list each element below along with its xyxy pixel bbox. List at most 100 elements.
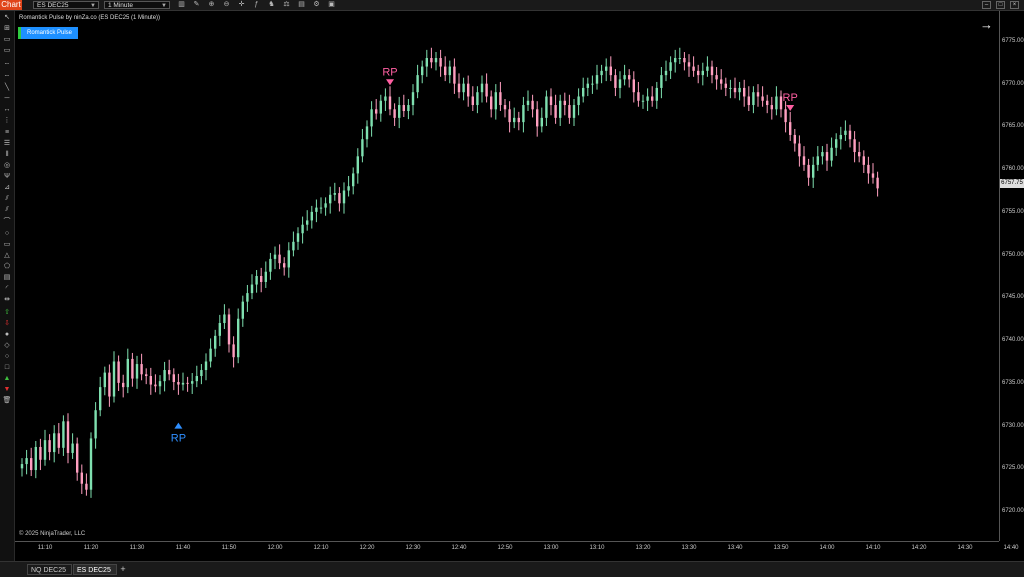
candle-down <box>131 358 134 379</box>
candle-up <box>112 361 116 397</box>
candle-down <box>186 382 189 384</box>
diamond-icon[interactable]: ◇ <box>4 342 10 349</box>
instrument-selector[interactable]: ES DEC25 ▼ <box>33 1 99 9</box>
rp-signal-arrow <box>386 79 394 86</box>
candle-up <box>729 87 732 89</box>
candle-up <box>476 92 479 106</box>
add-tab-icon[interactable]: + <box>120 564 126 574</box>
candle-down <box>715 75 718 80</box>
chart-menu-button[interactable]: Chart <box>0 0 22 10</box>
candle-down <box>867 164 870 174</box>
region-highlight-icon[interactable]: ▤ <box>3 274 11 281</box>
candle-up <box>301 224 304 234</box>
time-cycles-icon[interactable]: ⌒ <box>3 218 11 225</box>
ellipse-icon[interactable]: ○ <box>4 230 10 237</box>
rectangle-icon[interactable]: ▭ <box>3 241 11 248</box>
ruler-icon[interactable]: ┄ <box>4 61 10 68</box>
snapshot-icon[interactable]: ▣ <box>328 1 335 8</box>
candle-up <box>241 301 244 319</box>
candle-down <box>485 83 488 97</box>
data-box-icon[interactable]: ▤ <box>298 1 305 8</box>
gann-fan-icon[interactable]: ⊿ <box>4 184 10 191</box>
candle-up <box>356 156 359 174</box>
candle-up <box>62 421 65 448</box>
vertical-line-icon[interactable]: ⋮ <box>3 117 11 124</box>
triangle-down-icon[interactable]: ▼ <box>3 386 11 393</box>
risk-reward-icon[interactable]: ⇹ <box>4 296 10 303</box>
maximize-button[interactable]: □ <box>996 1 1005 9</box>
circle-icon[interactable]: ○ <box>4 353 10 360</box>
extended-line-icon[interactable]: ↔ <box>3 106 11 113</box>
dot-icon[interactable]: ● <box>4 331 10 338</box>
zoom-in-icon[interactable]: ⊕ <box>208 1 215 8</box>
time-axis[interactable] <box>15 541 999 560</box>
candle-up <box>89 438 93 490</box>
candle-down <box>710 66 714 76</box>
horizontal-line-icon[interactable]: ┄ <box>4 73 10 80</box>
square-icon[interactable]: □ <box>4 364 10 371</box>
candle-down <box>568 105 571 118</box>
fibonacci-time-icon[interactable]: ⦀ <box>5 151 9 158</box>
candle-down <box>784 109 787 123</box>
arrow-right-icon[interactable]: → <box>980 17 993 32</box>
candle-down <box>140 364 143 375</box>
candle-down <box>145 374 148 377</box>
zoom-icon[interactable]: ▭ <box>3 36 11 43</box>
fibonacci-retracement-icon[interactable]: ≡ <box>4 129 10 136</box>
candle-up <box>582 87 585 97</box>
tab-bar: NQ DEC25 ES DEC25 + <box>0 561 1024 577</box>
fibonacci-circle-icon[interactable]: ◎ <box>3 162 11 169</box>
strategies-icon[interactable]: ♞ <box>268 1 275 8</box>
chart-plot-area[interactable] <box>15 11 999 541</box>
line-icon[interactable]: ╲ <box>4 84 10 91</box>
time-tick-label: 13:10 <box>589 545 605 551</box>
trend-channel-icon[interactable]: ⫽ <box>5 206 9 213</box>
andrews-pitchfork-icon[interactable]: Ψ <box>4 173 10 180</box>
trash-icon[interactable]: 🗑 <box>2 397 12 404</box>
chart-trader-icon[interactable]: ⚖ <box>283 1 290 8</box>
pointer-icon[interactable]: ↖ <box>4 14 10 21</box>
romantick-pulse-button[interactable]: Romantick Pulse <box>18 27 78 39</box>
grid-icon[interactable]: ⊞ <box>4 25 10 32</box>
candle-up <box>287 250 290 268</box>
rp-signal-label: RP <box>783 92 798 104</box>
properties-icon[interactable]: ⚙ <box>313 1 320 8</box>
polygon-icon[interactable]: ⬠ <box>3 263 11 270</box>
candle-up <box>669 62 672 71</box>
price-tick-label: 6740.00 <box>1002 337 1024 344</box>
candle-up <box>752 92 755 106</box>
time-tick-label: 11:40 <box>175 545 191 551</box>
candle-up <box>370 109 373 127</box>
crosshair-icon[interactable]: ✛ <box>238 1 245 8</box>
candle-up <box>347 186 350 191</box>
price-axis[interactable] <box>999 11 1024 541</box>
regression-channel-icon[interactable]: ⫽ <box>5 195 9 202</box>
arc-icon[interactable]: ◜ <box>5 285 9 292</box>
candle-up <box>821 152 824 157</box>
tab-nq-dec25[interactable]: NQ DEC25 <box>27 564 72 575</box>
candle-up <box>577 96 580 106</box>
candle-up <box>839 134 842 140</box>
candle-down <box>733 87 737 93</box>
tab-es-dec25[interactable]: ES DEC25 <box>73 564 117 575</box>
fibonacci-extension-icon[interactable]: ☰ <box>3 140 11 147</box>
candle-down <box>393 109 396 118</box>
drawing-tools-icon[interactable]: ✎ <box>193 1 200 8</box>
indicators-icon[interactable]: ƒ <box>254 1 259 8</box>
candle-down <box>770 105 773 110</box>
zoom-out-icon[interactable]: ⊖ <box>223 1 230 8</box>
interval-selector[interactable]: 1 Minute ▼ <box>104 1 170 9</box>
candle-down <box>388 96 392 110</box>
candle-down <box>761 96 764 101</box>
minimize-button[interactable]: – <box>982 1 991 9</box>
rectangle-zoom-icon[interactable]: ▭ <box>3 47 11 54</box>
arrow-up-icon[interactable]: ⇧ <box>4 309 10 316</box>
close-button[interactable]: × <box>1010 1 1019 9</box>
ray-icon[interactable]: ─ <box>4 95 10 102</box>
bar-type-icon[interactable]: ▥ <box>178 1 185 8</box>
arrow-down-icon[interactable]: ⇩ <box>4 320 10 327</box>
time-tick-label: 14:40 <box>1003 545 1019 551</box>
triangle-up-icon[interactable]: ▲ <box>3 375 11 382</box>
triangle-icon[interactable]: △ <box>4 252 10 259</box>
candle-up <box>200 370 203 377</box>
